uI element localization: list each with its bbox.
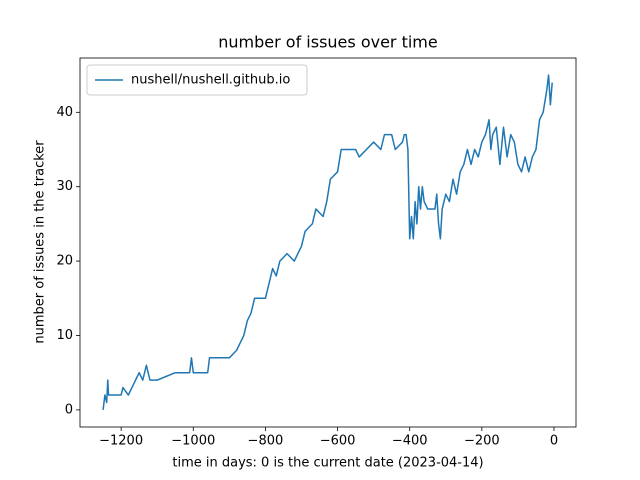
plot-frame xyxy=(79,57,577,428)
y-axis-label: number of issues in the tracker xyxy=(33,140,48,344)
x-tick-label: −600 xyxy=(320,434,356,449)
data-line xyxy=(102,74,553,410)
y-tick-label: 30 xyxy=(56,179,73,194)
x-tick-label: −200 xyxy=(464,434,500,449)
y-tick-label: 0 xyxy=(65,402,73,417)
x-tick-label: −1200 xyxy=(99,434,143,449)
x-axis-label: time in days: 0 is the current date (202… xyxy=(172,456,483,471)
x-tick-label: 0 xyxy=(550,434,558,449)
chart-title: number of issues over time xyxy=(218,33,437,52)
y-tick-label: 20 xyxy=(56,254,73,269)
legend-box xyxy=(86,64,308,96)
y-tick-label: 10 xyxy=(56,328,73,343)
legend-label: nushell/nushell.github.io xyxy=(131,73,290,88)
x-tick-label: −800 xyxy=(248,434,284,449)
x-tick-label: −1000 xyxy=(171,434,215,449)
y-tick-label: 40 xyxy=(56,105,73,120)
x-tick-label: −400 xyxy=(392,434,428,449)
